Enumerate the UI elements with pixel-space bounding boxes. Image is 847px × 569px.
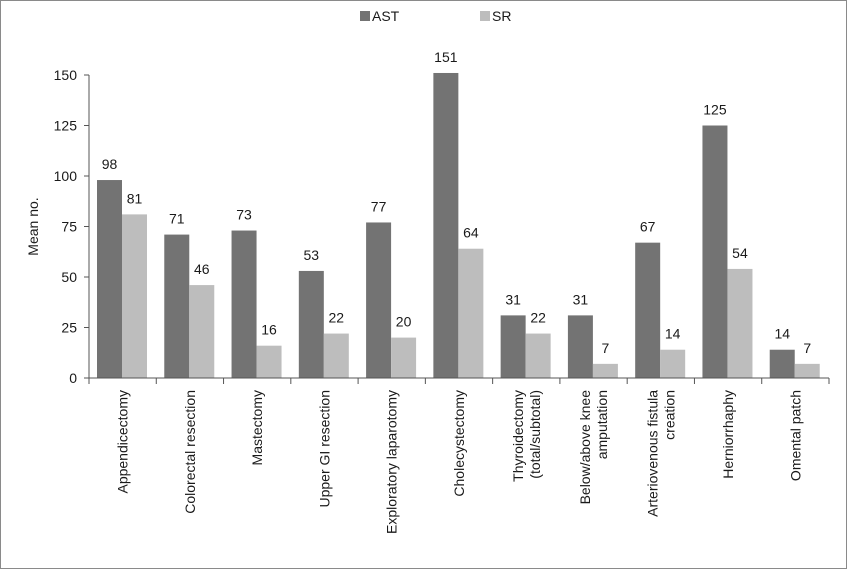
data-label-sr: 16	[261, 322, 277, 338]
category-label: Omental patch	[787, 390, 803, 481]
data-label-sr: 46	[194, 261, 210, 277]
legend-label-ast: AST	[372, 8, 400, 24]
data-label-sr: 22	[530, 310, 546, 326]
data-label-ast: 31	[573, 291, 589, 307]
bar-sr	[189, 285, 215, 378]
legend-swatch-sr	[480, 11, 490, 21]
bar-sr	[727, 268, 753, 378]
bar-ast	[769, 349, 795, 378]
data-label-sr: 7	[602, 340, 610, 356]
y-tick-label: 25	[61, 320, 77, 336]
bar-sr	[458, 248, 484, 378]
legend: AST SR	[360, 8, 511, 24]
data-label-ast: 31	[505, 291, 521, 307]
data-label-ast: 73	[236, 207, 252, 223]
data-label-sr: 22	[329, 310, 345, 326]
category-label: Exploratory laparotomy	[384, 390, 400, 534]
legend-label-sr: SR	[492, 8, 511, 24]
y-axis: 0 25 50 75 100 125 150 Mean no.	[25, 67, 90, 386]
category-label: Arteriovenous fistulacreation	[644, 390, 677, 517]
bar-sr	[391, 337, 417, 378]
bar-sr	[525, 333, 551, 378]
bar-ast	[500, 315, 526, 378]
bar-sr	[122, 214, 147, 378]
bar-sr	[256, 345, 282, 378]
data-labels: 98 81 71 46 73 16 53 22 77 20 151 64 31 22 31 7 67 14 125 5…	[102, 49, 812, 356]
data-label-sr: 7	[803, 340, 811, 356]
data-label-ast: 151	[434, 49, 458, 65]
data-label-ast: 125	[703, 102, 727, 118]
y-tick-label: 100	[54, 168, 78, 184]
category-label: Below/above kneeamputation	[577, 390, 610, 505]
bars	[97, 72, 820, 378]
data-label-sr: 54	[732, 245, 748, 261]
data-label-ast: 77	[371, 198, 387, 214]
bar-ast	[702, 125, 728, 378]
bar-ast	[366, 222, 392, 378]
category-label: Appendicectomy	[115, 390, 131, 494]
y-tick-label: 75	[61, 219, 77, 235]
data-label-ast: 53	[304, 247, 320, 263]
bar-ast	[635, 242, 661, 378]
data-label-ast: 14	[774, 326, 790, 342]
category-label: Thyroidectomy(total/subtotal)	[510, 390, 543, 482]
y-axis-label: Mean no.	[25, 197, 41, 255]
bar-sr	[660, 349, 686, 378]
bar-sr	[794, 363, 820, 378]
y-tick-label: 150	[54, 67, 78, 83]
bar-sr	[592, 363, 618, 378]
bar-ast	[298, 270, 324, 378]
bar-ast	[433, 72, 459, 378]
legend-swatch-ast	[360, 11, 370, 21]
data-label-ast: 98	[102, 156, 118, 172]
data-label-sr: 20	[396, 314, 412, 330]
category-label: Herniorrhaphy	[720, 390, 736, 479]
bar-ast	[231, 230, 257, 378]
data-label-ast: 71	[169, 211, 185, 227]
x-axis: Appendicectomy Colorectal resection Mastec…	[88, 377, 830, 534]
y-tick-label: 0	[69, 370, 77, 386]
data-label-sr: 81	[127, 190, 143, 206]
category-label: Cholecystectomy	[451, 390, 467, 497]
bar-ast	[567, 315, 593, 378]
y-tick-label: 125	[54, 118, 78, 134]
category-label: Colorectal resection	[182, 390, 198, 514]
data-label-sr: 64	[463, 225, 479, 241]
data-label-sr: 14	[665, 326, 681, 342]
category-label: Upper GI resection	[316, 390, 332, 508]
category-label: Mastectomy	[249, 390, 265, 465]
bar-ast	[97, 180, 122, 378]
data-label-ast: 67	[640, 219, 656, 235]
bar-ast	[164, 234, 190, 378]
y-tick-label: 50	[61, 269, 77, 285]
bar-sr	[323, 333, 349, 378]
